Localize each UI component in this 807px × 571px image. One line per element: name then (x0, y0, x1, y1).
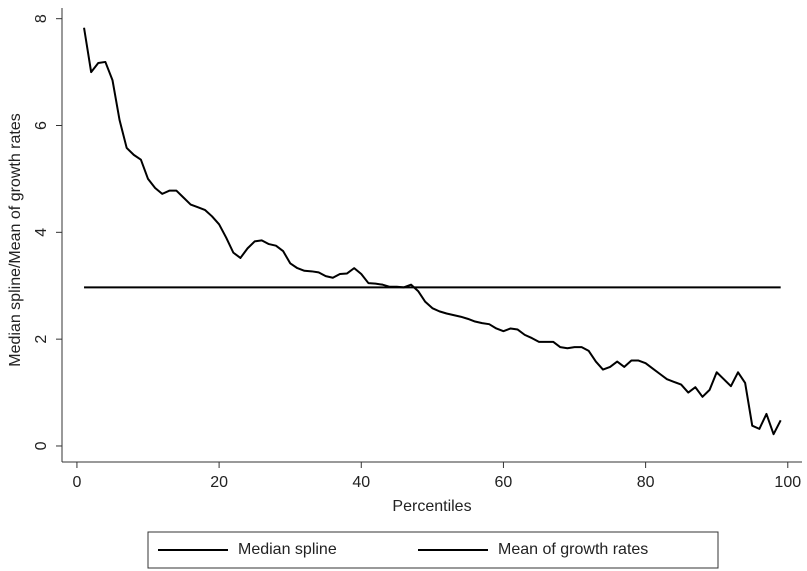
x-tick-label: 100 (774, 474, 801, 491)
y-tick-label: 6 (33, 121, 50, 130)
legend-label: Median spline (238, 541, 337, 558)
y-axis-title: Median spline/Mean of growth rates (7, 113, 24, 366)
legend-label: Mean of growth rates (498, 541, 648, 558)
legend-box (147, 531, 719, 569)
y-tick-label: 4 (33, 228, 50, 237)
y-tick-label: 8 (33, 14, 50, 23)
x-tick-label: 80 (637, 474, 655, 491)
x-tick-label: 60 (495, 474, 513, 491)
x-tick-label: 20 (210, 474, 228, 491)
x-axis-title: Percentiles (392, 498, 471, 515)
y-tick-label: 2 (33, 335, 50, 344)
series-line (83, 27, 782, 436)
y-tick-label: 0 (33, 441, 50, 450)
x-tick-label: 0 (72, 474, 81, 491)
x-tick-label: 40 (352, 474, 370, 491)
